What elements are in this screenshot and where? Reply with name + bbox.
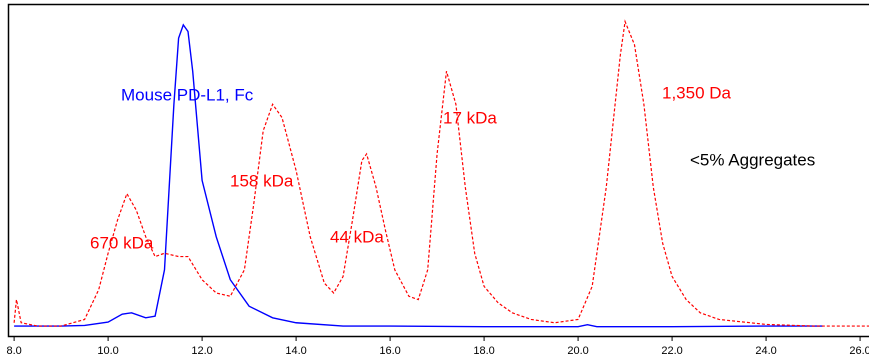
annotation: 670 kDa: [90, 233, 154, 252]
series-line: [14, 23, 823, 328]
annotation: 1,350 Da: [662, 83, 732, 102]
x-tick-label: 26.0: [849, 345, 869, 357]
annotation: 17 kDa: [443, 108, 497, 127]
x-tick-label: 20.0: [567, 345, 588, 357]
x-tick-label: 22.0: [661, 345, 682, 357]
x-tick-label: 14.0: [285, 345, 306, 357]
x-tick-label: 18.0: [473, 345, 494, 357]
x-tick-label: 8.0: [6, 345, 21, 357]
x-tick-label: 24.0: [755, 345, 776, 357]
x-tick-label: 10.0: [97, 345, 118, 357]
annotation: 158 kDa: [230, 171, 294, 190]
series-line: [13, 19, 869, 327]
series-label: Mouse PD-L1, Fc: [121, 85, 254, 104]
annotation: 44 kDa: [330, 227, 384, 246]
plot-frame: [7, 3, 869, 338]
annotation: <5% Aggregates: [690, 150, 815, 169]
x-tick-label: 12.0: [191, 345, 212, 357]
x-tick-label: 16.0: [379, 345, 400, 357]
